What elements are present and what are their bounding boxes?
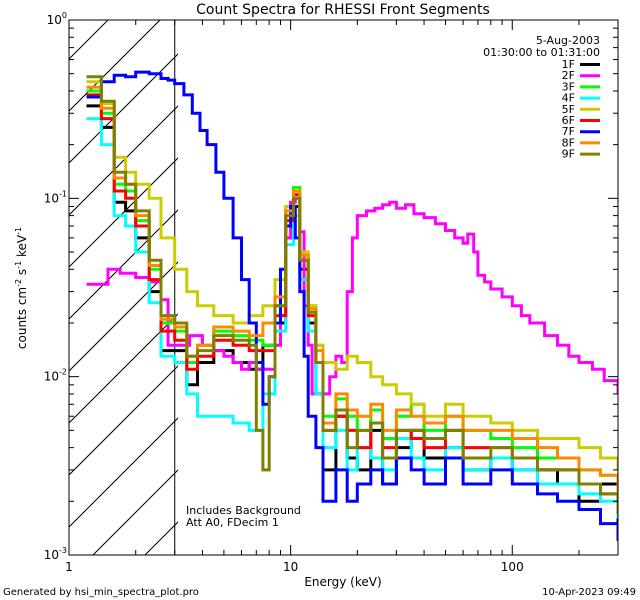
hatch-line (69, 209, 178, 320)
y-label-part: counts cm (15, 287, 29, 349)
y-label-exp: -2 (14, 279, 23, 287)
series-line-7F (86, 70, 618, 541)
legend-label: 7F (562, 125, 575, 138)
x-tick-label: 10 (283, 560, 298, 574)
legend-label: 4F (562, 92, 575, 105)
hatch-line (69, 417, 178, 528)
time-range-label: 01:30:00 to 01:31:00 (483, 46, 600, 59)
hatch-line (69, 53, 178, 164)
y-tick-label: 100 (47, 11, 67, 27)
x-tick-label: 1 (65, 560, 73, 574)
series-line-5F (86, 80, 618, 470)
y-label-part: s (15, 269, 29, 279)
y-label-exp: -1 (14, 261, 23, 269)
legend-label: 6F (562, 114, 575, 127)
series-line-8F (86, 85, 618, 494)
series-line-9F (86, 75, 618, 514)
hatch-line (69, 261, 178, 372)
legend-label: 9F (562, 148, 575, 161)
legend-label: 3F (562, 80, 575, 93)
series-line-6F (86, 93, 618, 510)
y-tick-label: 10-1 (44, 189, 67, 205)
footer-generated-by: Generated by hsi_min_spectra_plot.pro (3, 587, 199, 598)
legend-label: 2F (562, 69, 575, 82)
annotation-attenuator: Att A0, FDecim 1 (186, 516, 279, 529)
hatch-line (69, 157, 178, 268)
date-label: 5-Aug-2003 (536, 34, 600, 47)
chart-title: Count Spectra for RHESSI Front Segments (196, 2, 490, 18)
y-label-part: keV (15, 234, 29, 261)
y-tick-label: 10-2 (44, 368, 67, 384)
hatch-line (69, 365, 178, 476)
y-tick-label: 10-3 (44, 546, 67, 562)
series-line-2F (86, 196, 618, 396)
y-label-exp: -1 (14, 227, 23, 235)
annotation-background: Includes Background (186, 504, 301, 517)
hatch-line (69, 313, 178, 424)
x-tick-label: 100 (501, 560, 524, 574)
x-axis-label: Energy (keV) (304, 575, 381, 589)
legend-label: 8F (562, 136, 575, 149)
footer-timestamp: 10-Apr-2023 09:49 (542, 587, 636, 598)
y-axis-label: counts cm-2 s-1 keV-1 (14, 227, 29, 349)
legend-label: 1F (562, 58, 575, 71)
plot-frame (68, 19, 619, 556)
legend-label: 5F (562, 103, 575, 116)
